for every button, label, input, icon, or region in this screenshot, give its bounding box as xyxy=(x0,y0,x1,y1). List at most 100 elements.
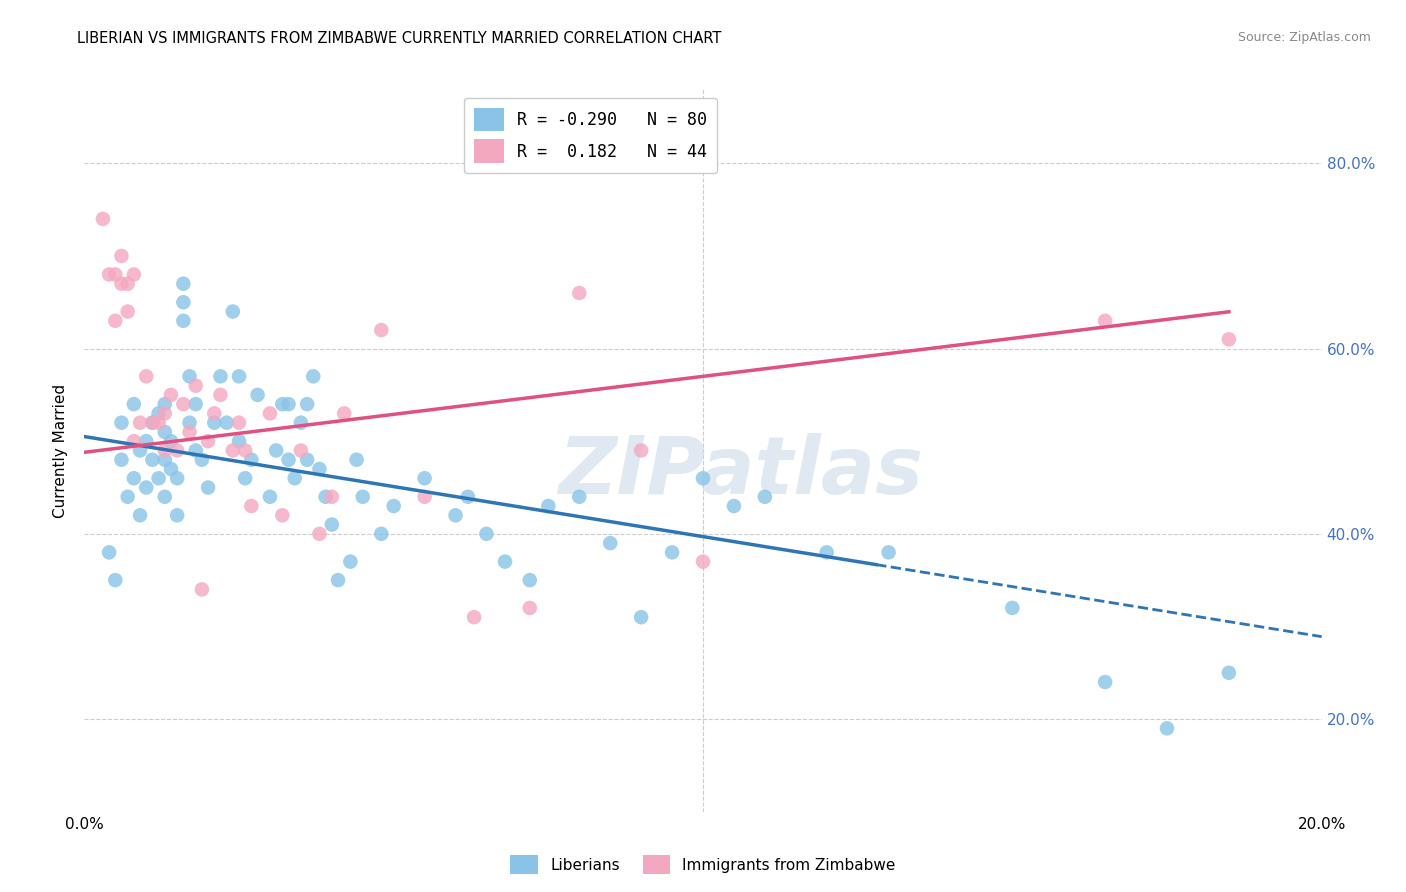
Point xyxy=(444,508,467,523)
Point xyxy=(153,397,176,411)
Point xyxy=(110,277,132,291)
Point xyxy=(519,601,541,615)
Point xyxy=(104,314,127,328)
Point xyxy=(135,434,157,449)
Point xyxy=(179,369,201,384)
Point xyxy=(382,499,405,513)
Point xyxy=(110,452,132,467)
Point xyxy=(630,610,652,624)
Point xyxy=(122,471,145,485)
Point xyxy=(271,508,294,523)
Point xyxy=(370,323,392,337)
Point xyxy=(98,545,121,559)
Point xyxy=(271,397,294,411)
Point xyxy=(202,406,225,420)
Point xyxy=(117,304,139,318)
Point xyxy=(233,443,256,458)
Point xyxy=(692,555,714,569)
Point xyxy=(333,406,356,420)
Point xyxy=(228,434,250,449)
Point xyxy=(141,416,163,430)
Point xyxy=(110,416,132,430)
Point xyxy=(1218,332,1240,346)
Y-axis label: Currently Married: Currently Married xyxy=(53,384,69,517)
Point xyxy=(148,416,170,430)
Point xyxy=(302,369,325,384)
Point xyxy=(148,406,170,420)
Point xyxy=(661,545,683,559)
Point xyxy=(295,452,318,467)
Point xyxy=(315,490,337,504)
Point xyxy=(233,471,256,485)
Point xyxy=(228,416,250,430)
Point xyxy=(599,536,621,550)
Point xyxy=(568,285,591,300)
Text: ZIPatlas: ZIPatlas xyxy=(558,434,922,511)
Point xyxy=(339,555,361,569)
Point xyxy=(754,490,776,504)
Point xyxy=(1094,314,1116,328)
Point xyxy=(172,397,194,411)
Point xyxy=(202,416,225,430)
Point xyxy=(104,268,127,282)
Point xyxy=(259,490,281,504)
Point xyxy=(160,388,183,402)
Point xyxy=(197,481,219,495)
Point xyxy=(413,471,436,485)
Point xyxy=(308,526,330,541)
Point xyxy=(191,452,214,467)
Point xyxy=(222,443,245,458)
Point xyxy=(117,277,139,291)
Point xyxy=(166,471,188,485)
Point xyxy=(370,526,392,541)
Point xyxy=(264,443,287,458)
Point xyxy=(172,314,194,328)
Point xyxy=(413,490,436,504)
Point xyxy=(153,452,176,467)
Point xyxy=(537,499,560,513)
Point xyxy=(122,434,145,449)
Point xyxy=(141,452,163,467)
Point xyxy=(494,555,516,569)
Point xyxy=(191,582,214,597)
Point xyxy=(91,211,114,226)
Point xyxy=(129,416,152,430)
Point xyxy=(166,508,188,523)
Point xyxy=(166,443,188,458)
Point xyxy=(110,249,132,263)
Point xyxy=(259,406,281,420)
Point xyxy=(1156,722,1178,736)
Point xyxy=(346,452,368,467)
Point xyxy=(215,416,238,430)
Point xyxy=(141,416,163,430)
Point xyxy=(1001,601,1024,615)
Point xyxy=(877,545,900,559)
Point xyxy=(153,406,176,420)
Point xyxy=(290,443,312,458)
Point xyxy=(308,462,330,476)
Point xyxy=(240,499,263,513)
Point xyxy=(209,388,232,402)
Point xyxy=(321,490,343,504)
Point xyxy=(723,499,745,513)
Point xyxy=(1094,675,1116,690)
Point xyxy=(153,425,176,439)
Point xyxy=(228,369,250,384)
Point xyxy=(457,490,479,504)
Point xyxy=(352,490,374,504)
Point xyxy=(290,416,312,430)
Point xyxy=(295,397,318,411)
Text: LIBERIAN VS IMMIGRANTS FROM ZIMBABWE CURRENTLY MARRIED CORRELATION CHART: LIBERIAN VS IMMIGRANTS FROM ZIMBABWE CUR… xyxy=(77,31,721,46)
Point xyxy=(153,443,176,458)
Point xyxy=(184,378,207,392)
Point xyxy=(160,434,183,449)
Point xyxy=(184,397,207,411)
Point xyxy=(98,268,121,282)
Point xyxy=(135,481,157,495)
Point xyxy=(172,295,194,310)
Point xyxy=(172,277,194,291)
Point xyxy=(475,526,498,541)
Point xyxy=(692,471,714,485)
Legend: R = -0.290   N = 80, R =  0.182   N = 44: R = -0.290 N = 80, R = 0.182 N = 44 xyxy=(464,97,717,173)
Point xyxy=(135,369,157,384)
